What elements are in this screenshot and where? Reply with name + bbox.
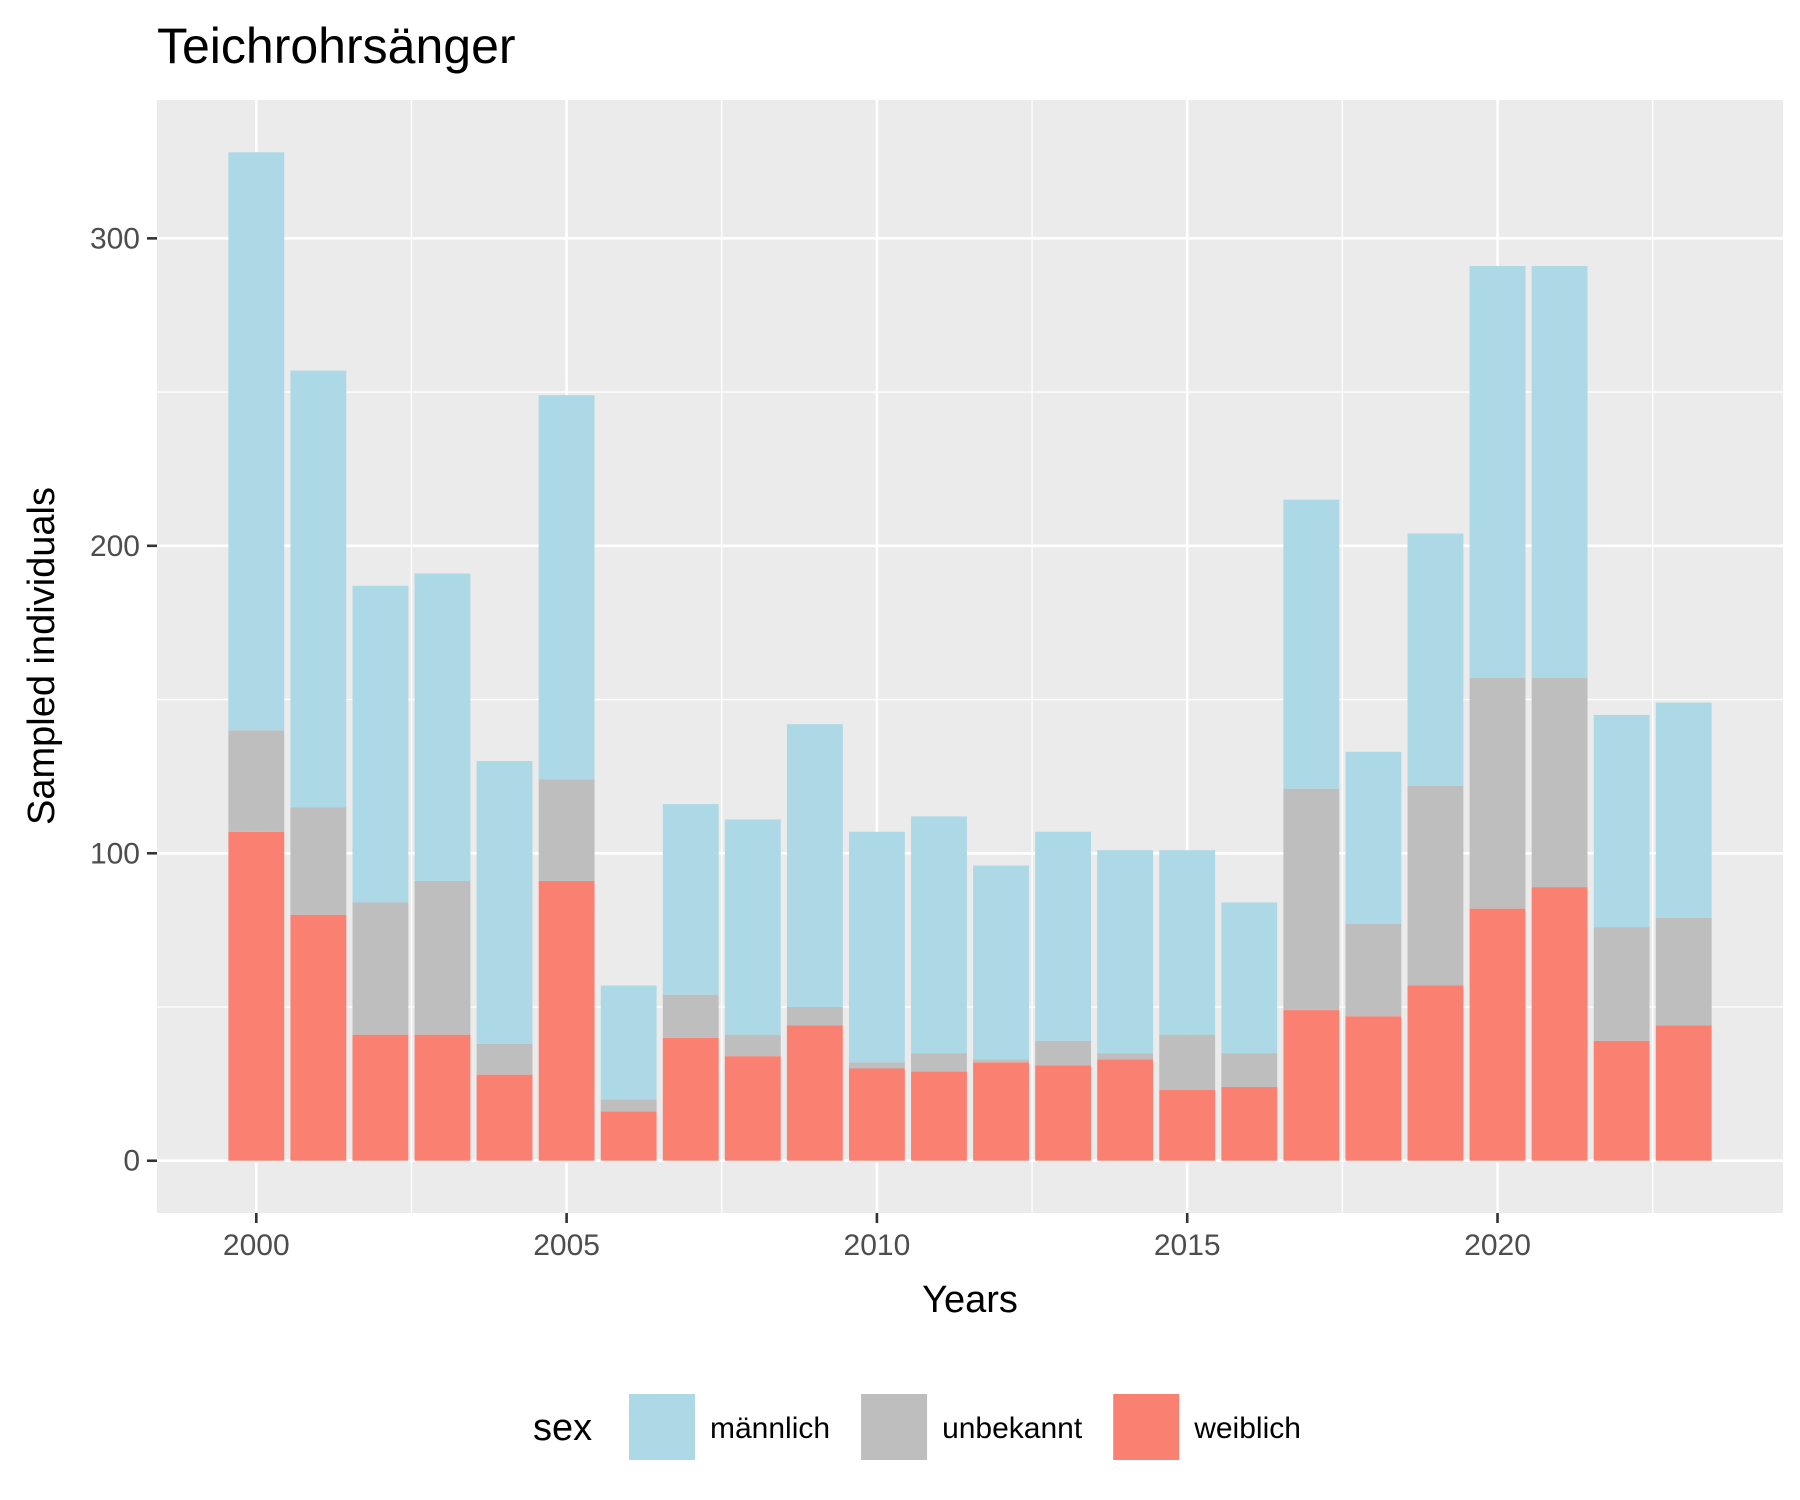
legend: sex männlich unbekannt weiblich bbox=[533, 1392, 1301, 1462]
bar-weiblich-2000 bbox=[228, 831, 285, 1161]
bar-unbekannt-2000 bbox=[228, 730, 285, 832]
bar-unbekannt-2010 bbox=[848, 1062, 905, 1069]
bar-weiblich-2002 bbox=[352, 1034, 409, 1161]
bar-weiblich-2019 bbox=[1407, 985, 1464, 1161]
y-tick-label: 100 bbox=[90, 837, 140, 870]
bar-unbekannt-2014 bbox=[1097, 1053, 1154, 1060]
bar-männlich-2012 bbox=[973, 865, 1029, 1060]
x-axis: 2000 2005 2010 2015 2020 bbox=[223, 1213, 1531, 1262]
bar-weiblich-2006 bbox=[600, 1111, 657, 1161]
chart-title: Teichrohrsänger bbox=[157, 18, 516, 74]
y-tick-label: 200 bbox=[90, 530, 140, 563]
bar-männlich-2004 bbox=[476, 761, 533, 1044]
bar-weiblich-2023 bbox=[1655, 1025, 1712, 1161]
legend-label-unbekannt: unbekannt bbox=[942, 1412, 1083, 1445]
bar-unbekannt-2006 bbox=[600, 1099, 657, 1112]
bar-unbekannt-2023 bbox=[1655, 917, 1712, 1026]
bar-unbekannt-2005 bbox=[538, 779, 595, 881]
bar-männlich-2018 bbox=[1345, 751, 1402, 924]
bar-männlich-2003 bbox=[414, 573, 471, 881]
bar-männlich-2013 bbox=[1035, 831, 1092, 1041]
bar-weiblich-2013 bbox=[1035, 1065, 1092, 1161]
legend-label-weiblich: weiblich bbox=[1193, 1412, 1301, 1445]
bar-unbekannt-2004 bbox=[476, 1043, 533, 1075]
x-tick-label: 2005 bbox=[533, 1229, 600, 1262]
bar-unbekannt-2003 bbox=[414, 880, 471, 1035]
bar-männlich-2017 bbox=[1283, 499, 1340, 789]
bar-männlich-2007 bbox=[662, 804, 719, 995]
bar-männlich-2001 bbox=[290, 370, 347, 808]
bar-weiblich-2007 bbox=[662, 1037, 719, 1161]
y-tick-label: 0 bbox=[123, 1145, 140, 1178]
legend-key-weiblich bbox=[1111, 1392, 1182, 1462]
bar-männlich-2023 bbox=[1655, 702, 1712, 918]
bar-weiblich-2003 bbox=[414, 1034, 471, 1161]
bar-männlich-2005 bbox=[538, 395, 595, 780]
bar-weiblich-2017 bbox=[1283, 1010, 1340, 1161]
bar-weiblich-2008 bbox=[724, 1056, 781, 1161]
bar-unbekannt-2018 bbox=[1345, 923, 1402, 1017]
bar-männlich-2015 bbox=[1159, 850, 1216, 1035]
bar-unbekannt-2008 bbox=[724, 1034, 781, 1057]
bar-unbekannt-2021 bbox=[1531, 678, 1588, 888]
bar-unbekannt-2002 bbox=[352, 902, 409, 1035]
y-axis-title: Sampled individuals bbox=[21, 487, 63, 825]
bar-weiblich-2018 bbox=[1345, 1016, 1402, 1161]
bar-weiblich-2005 bbox=[538, 880, 595, 1161]
bar-unbekannt-2016 bbox=[1221, 1053, 1278, 1087]
bar-unbekannt-2012 bbox=[973, 1059, 1029, 1063]
legend-title: sex bbox=[533, 1407, 592, 1449]
bar-weiblich-2015 bbox=[1159, 1090, 1216, 1161]
bar-weiblich-2014 bbox=[1097, 1059, 1154, 1161]
x-tick-label: 2010 bbox=[844, 1229, 911, 1262]
x-tick-label: 2000 bbox=[223, 1229, 290, 1262]
bar-weiblich-2001 bbox=[290, 914, 347, 1161]
bar-weiblich-2009 bbox=[786, 1025, 843, 1161]
bar-männlich-2020 bbox=[1469, 266, 1526, 679]
bar-weiblich-2012 bbox=[973, 1062, 1029, 1161]
bar-weiblich-2011 bbox=[911, 1071, 967, 1161]
bar-männlich-2006 bbox=[600, 985, 657, 1100]
bar-unbekannt-2013 bbox=[1035, 1040, 1092, 1066]
bar-weiblich-2010 bbox=[848, 1068, 905, 1161]
bar-unbekannt-2011 bbox=[911, 1053, 967, 1072]
bar-männlich-2021 bbox=[1531, 266, 1588, 679]
bar-weiblich-2022 bbox=[1593, 1040, 1650, 1161]
bar-männlich-2010 bbox=[848, 831, 905, 1063]
x-axis-title: Years bbox=[922, 1279, 1018, 1321]
bar-männlich-2002 bbox=[352, 585, 409, 903]
y-axis: 0 100 200 300 bbox=[90, 222, 157, 1178]
bar-weiblich-2016 bbox=[1221, 1086, 1278, 1161]
legend-label-männlich: männlich bbox=[710, 1412, 830, 1445]
bar-unbekannt-2019 bbox=[1407, 785, 1464, 986]
bar-weiblich-2004 bbox=[476, 1074, 533, 1161]
bar-männlich-2009 bbox=[786, 724, 843, 1008]
legend-key-unbekannt bbox=[859, 1392, 930, 1462]
bar-männlich-2022 bbox=[1593, 714, 1650, 928]
bar-männlich-2008 bbox=[724, 819, 781, 1035]
bar-unbekannt-2020 bbox=[1469, 678, 1526, 909]
bar-männlich-2019 bbox=[1407, 533, 1464, 786]
x-tick-label: 2015 bbox=[1154, 1229, 1221, 1262]
bars bbox=[228, 152, 1712, 1161]
x-tick-label: 2020 bbox=[1464, 1229, 1531, 1262]
bar-männlich-2011 bbox=[911, 816, 967, 1054]
bar-männlich-2000 bbox=[228, 152, 285, 731]
bar-unbekannt-2022 bbox=[1593, 927, 1650, 1041]
legend-key-männlich bbox=[627, 1392, 697, 1462]
bar-unbekannt-2001 bbox=[290, 807, 347, 915]
bar-unbekannt-2009 bbox=[786, 1007, 843, 1026]
y-tick-label: 300 bbox=[90, 222, 140, 255]
bar-männlich-2014 bbox=[1097, 850, 1154, 1054]
bar-männlich-2016 bbox=[1221, 902, 1278, 1054]
bar-unbekannt-2015 bbox=[1159, 1034, 1216, 1091]
bar-unbekannt-2017 bbox=[1283, 788, 1340, 1011]
bar-unbekannt-2007 bbox=[662, 994, 719, 1038]
bar-weiblich-2021 bbox=[1531, 887, 1588, 1161]
bar-weiblich-2020 bbox=[1469, 908, 1526, 1161]
